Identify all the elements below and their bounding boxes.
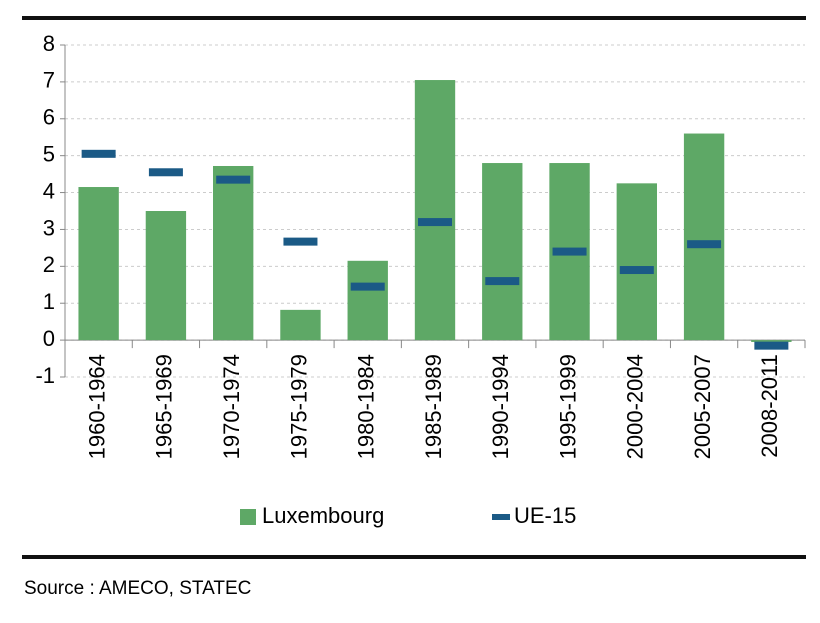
bar bbox=[145, 211, 187, 341]
y-tick-label: 7 bbox=[43, 68, 55, 93]
bar bbox=[482, 163, 523, 341]
y-tick-label: 4 bbox=[43, 178, 55, 203]
x-tick-label: 2005-2007 bbox=[690, 354, 715, 459]
marker bbox=[148, 168, 183, 177]
marker bbox=[754, 341, 789, 350]
y-tick-label: 1 bbox=[43, 289, 55, 314]
bar bbox=[751, 340, 792, 342]
marker bbox=[283, 237, 318, 246]
bar bbox=[414, 80, 456, 341]
legend-swatch bbox=[240, 509, 256, 525]
legend-label: UE-15 bbox=[514, 503, 576, 528]
x-tick-label: 1975-1979 bbox=[286, 354, 311, 459]
y-tick-label: -1 bbox=[35, 363, 55, 388]
marker bbox=[687, 240, 722, 249]
bar bbox=[683, 133, 725, 341]
source-note: Source : AMECO, STATEC bbox=[24, 578, 251, 599]
marker bbox=[418, 218, 452, 227]
y-tick-label: 5 bbox=[43, 141, 55, 166]
x-tick-label: 1985-1989 bbox=[421, 354, 446, 459]
legend-swatch bbox=[492, 514, 510, 520]
bar bbox=[347, 260, 388, 341]
x-tick-label: 1980-1984 bbox=[354, 354, 379, 459]
y-tick-label: 2 bbox=[43, 252, 55, 277]
legend-label: Luxembourg bbox=[262, 503, 384, 528]
marker bbox=[485, 277, 520, 286]
marker bbox=[552, 247, 587, 256]
marker bbox=[619, 266, 654, 275]
y-tick-label: 0 bbox=[43, 326, 55, 351]
bar bbox=[616, 183, 657, 341]
x-tick-label: 1970-1974 bbox=[219, 354, 244, 459]
bar bbox=[280, 309, 321, 341]
x-tick-label: 1990-1994 bbox=[488, 354, 513, 459]
x-tick-label: 1960-1964 bbox=[84, 354, 109, 459]
x-tick-label: 1965-1969 bbox=[152, 354, 177, 459]
x-tick-label: 2000-2004 bbox=[623, 354, 648, 459]
y-tick-label: 8 bbox=[43, 31, 55, 56]
x-tick-label: 1995-1999 bbox=[555, 354, 580, 459]
x-tick-label: 2008-2011 bbox=[757, 354, 782, 458]
bar bbox=[213, 165, 254, 341]
marker bbox=[350, 282, 385, 291]
marker bbox=[81, 149, 116, 158]
marker bbox=[216, 175, 251, 184]
bar bbox=[78, 187, 119, 341]
y-tick-label: 3 bbox=[43, 215, 55, 240]
y-tick-label: 6 bbox=[43, 105, 55, 130]
